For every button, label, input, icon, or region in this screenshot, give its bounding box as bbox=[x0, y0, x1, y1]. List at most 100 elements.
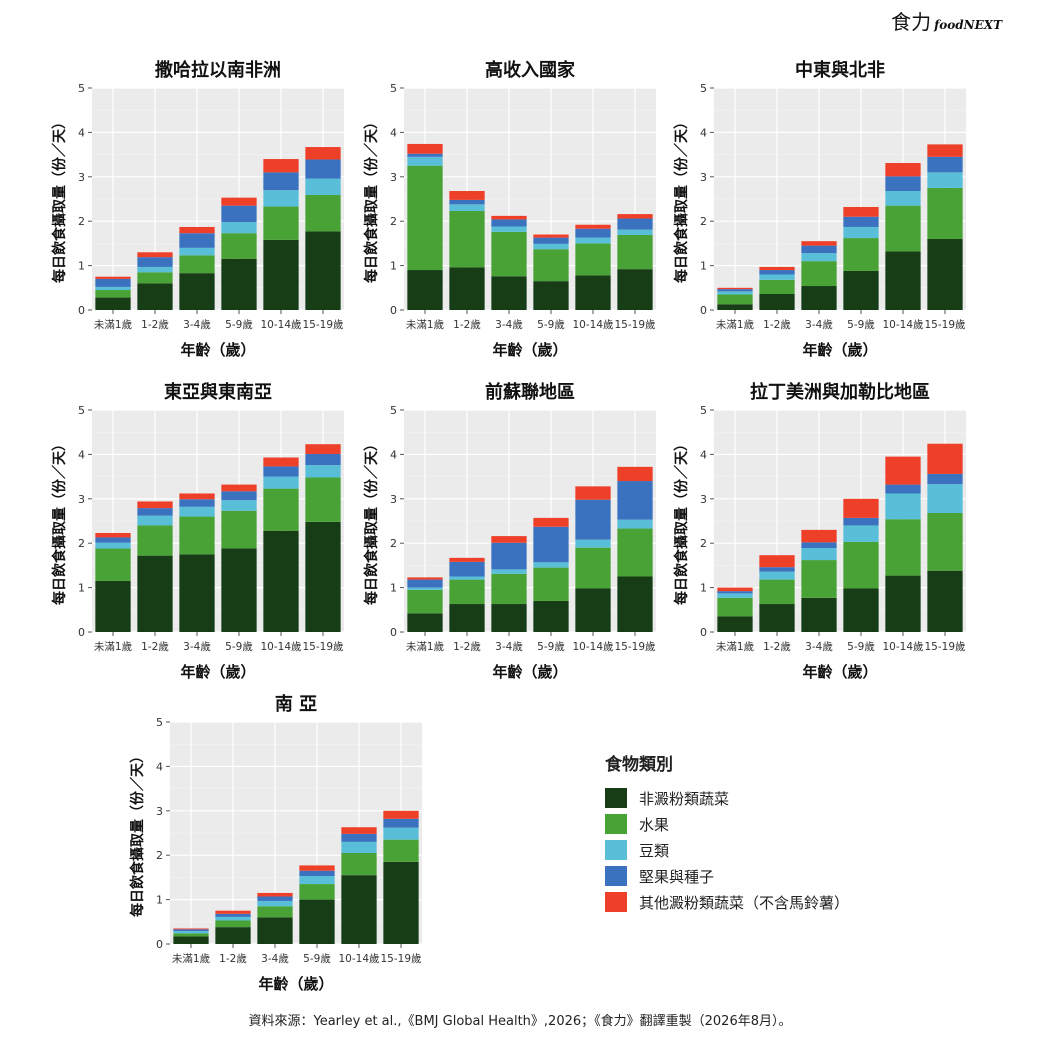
bar-segment bbox=[449, 576, 485, 580]
x-tick-label: 10-14歲 bbox=[882, 640, 923, 653]
bar-segment bbox=[263, 476, 299, 489]
bar-segment bbox=[179, 499, 215, 507]
bar-segment bbox=[299, 876, 335, 885]
bar-segment bbox=[533, 600, 569, 632]
bar-segment bbox=[407, 589, 443, 614]
x-tick-label: 15-19歲 bbox=[380, 952, 421, 965]
y-tick-label: 0 bbox=[700, 626, 707, 639]
bar-segment bbox=[533, 567, 569, 601]
bar-segment bbox=[491, 276, 527, 310]
x-tick-label: 3-4歲 bbox=[805, 318, 833, 331]
bar-segment bbox=[221, 548, 257, 632]
bar-segment bbox=[215, 910, 251, 914]
x-tick-label: 15-19歲 bbox=[302, 640, 343, 653]
chart-panel-4: 0 1 2 3 4 5 未滿1歲 1-2歲 3-4歲 5-9歲 10-14歲 15-19歲 東亞與東南亞… bbox=[51, 381, 344, 681]
legend-item-nuts-seeds: 堅果與種子 bbox=[605, 863, 849, 889]
bar-segment bbox=[221, 197, 257, 206]
bar-segment bbox=[179, 255, 215, 274]
bar-segment bbox=[575, 539, 611, 548]
bar-segment bbox=[407, 165, 443, 271]
bar-segment bbox=[179, 493, 215, 500]
bar-segment bbox=[341, 875, 377, 944]
bar-segment bbox=[843, 525, 879, 542]
bar-segment bbox=[221, 233, 257, 259]
y-tick-label: 0 bbox=[156, 938, 163, 951]
x-axis-label: 年齡（歲） bbox=[180, 341, 255, 359]
bar-segment bbox=[137, 283, 173, 310]
bar-segment bbox=[885, 456, 921, 485]
y-tick-label: 1 bbox=[390, 260, 397, 273]
bar-segment bbox=[575, 486, 611, 500]
bar-segment bbox=[533, 526, 569, 563]
bar-segment bbox=[221, 205, 257, 223]
x-axis-label: 年齡（歲） bbox=[258, 975, 333, 993]
y-axis-label: 每日飲食攝取量（份／天） bbox=[363, 115, 380, 283]
bar-segment bbox=[137, 266, 173, 273]
bar-segment bbox=[843, 588, 879, 632]
bar-segment bbox=[299, 870, 335, 877]
bar-segment bbox=[885, 519, 921, 576]
bar-segment bbox=[449, 191, 485, 200]
bar-segment bbox=[383, 810, 419, 819]
bar-segment bbox=[299, 865, 335, 871]
y-tick-label: 4 bbox=[390, 448, 397, 461]
bar-segment bbox=[173, 931, 209, 934]
bar-segment bbox=[215, 927, 251, 944]
y-tick-label: 2 bbox=[390, 537, 397, 550]
bar-segment bbox=[305, 159, 341, 179]
x-tick-label: 1-2歲 bbox=[453, 318, 481, 331]
bar-segment bbox=[617, 234, 653, 270]
bar-segment bbox=[95, 532, 131, 538]
y-tick-label: 5 bbox=[78, 404, 85, 417]
bar-segment bbox=[383, 839, 419, 862]
chart-panel-5: 0 1 2 3 4 5 未滿1歲 1-2歲 3-4歲 5-9歲 10-14歲 15-19歲 前蘇聯地區年… bbox=[363, 381, 656, 681]
legend-swatch bbox=[605, 892, 627, 912]
bar-segment bbox=[759, 279, 795, 295]
bar-segment bbox=[137, 525, 173, 556]
bar-segment bbox=[885, 575, 921, 632]
x-axis-label: 年齡（歲） bbox=[492, 663, 567, 681]
y-tick-label: 3 bbox=[700, 171, 707, 184]
y-tick-label: 5 bbox=[700, 82, 707, 95]
x-tick-label: 未滿1歲 bbox=[716, 318, 754, 331]
bar-segment bbox=[533, 562, 569, 568]
bar-segment bbox=[341, 841, 377, 853]
x-tick-label: 3-4歲 bbox=[183, 640, 211, 653]
y-tick-label: 5 bbox=[156, 716, 163, 729]
x-tick-label: 5-9歲 bbox=[225, 318, 253, 331]
y-tick-label: 0 bbox=[390, 626, 397, 639]
y-tick-label: 4 bbox=[700, 448, 707, 461]
y-tick-label: 4 bbox=[78, 448, 85, 461]
bar-segment bbox=[407, 577, 443, 580]
bar-segment bbox=[885, 163, 921, 177]
bar-segment bbox=[221, 484, 257, 492]
bar-segment bbox=[95, 278, 131, 287]
bar-segment bbox=[95, 542, 131, 549]
chart-panel-6: 0 1 2 3 4 5 未滿1歲 1-2歲 3-4歲 5-9歲 10-14歲 15-19歲 拉丁美洲與加… bbox=[673, 381, 966, 681]
bar-segment bbox=[263, 530, 299, 632]
bar-segment bbox=[533, 237, 569, 244]
bar-segment bbox=[575, 224, 611, 229]
bar-segment bbox=[533, 281, 569, 310]
y-tick-label: 1 bbox=[78, 582, 85, 595]
bar-segment bbox=[927, 144, 963, 157]
bar-segment bbox=[927, 187, 963, 239]
y-tick-label: 2 bbox=[156, 849, 163, 862]
y-tick-label: 4 bbox=[78, 126, 85, 139]
bar-segment bbox=[449, 204, 485, 211]
bar-segment bbox=[843, 541, 879, 589]
bar-segment bbox=[95, 537, 131, 543]
chart-title: 高收入國家 bbox=[485, 59, 576, 81]
bar-segment bbox=[801, 261, 837, 287]
chart-grid: 0 1 2 3 4 5 未滿1歲 1-2歲 3-4歲 5-9歲 10-14歲 15-19歲 撒哈拉以南非… bbox=[51, 59, 966, 993]
bar-segment bbox=[617, 466, 653, 482]
y-tick-label: 0 bbox=[390, 304, 397, 317]
bar-segment bbox=[95, 548, 131, 581]
bar-segment bbox=[801, 560, 837, 598]
bar-segment bbox=[299, 884, 335, 900]
chart-title: 前蘇聯地區 bbox=[485, 381, 575, 403]
bar-segment bbox=[407, 156, 443, 166]
bar-segment bbox=[927, 443, 963, 474]
y-tick-label: 4 bbox=[156, 760, 163, 773]
